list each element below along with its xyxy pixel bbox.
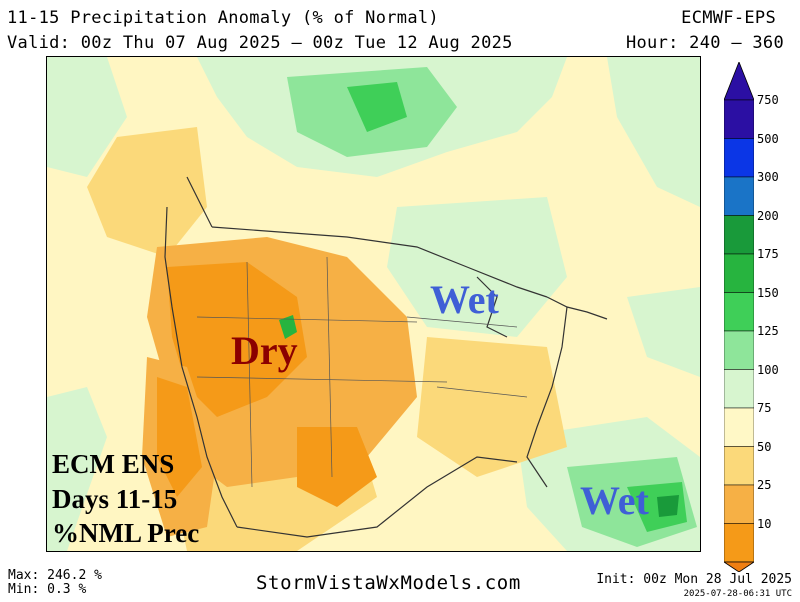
model-name: ECMWF-EPS [681, 8, 776, 28]
legend-swatch-25 [723, 484, 755, 524]
legend-bottom-arrow [722, 561, 756, 573]
legend-label-750: 750 [757, 93, 779, 107]
info-line-days: Days 11-15 [52, 484, 178, 514]
wet-annotation-east: Wet [430, 277, 499, 322]
init-time: Init: 00z Mon 28 Jul 2025 [596, 572, 792, 587]
map-title: 11-15 Precipitation Anomaly (% of Normal… [7, 8, 439, 28]
legend-label-175: 175 [757, 247, 779, 261]
legend-swatch-75 [723, 407, 755, 447]
forecast-hour-range: Hour: 240 – 360 [625, 33, 784, 53]
dry-annotation: Dry [231, 328, 298, 373]
legend-label-150: 150 [757, 285, 779, 300]
wet-annotation-caribbean: Wet [580, 478, 649, 523]
legend-label-200: 200 [757, 208, 779, 223]
legend-label-500: 500 [757, 131, 779, 146]
legend-label-300: 300 [757, 170, 779, 184]
color-scale-legend [722, 60, 756, 573]
legend-swatch-500 [723, 138, 755, 178]
info-line-units: %NML Prec [52, 518, 200, 548]
legend-label-125: 125 [757, 324, 779, 338]
generated-timestamp: 2025-07-28-06:31 UTC [683, 589, 792, 599]
legend-swatch-200 [723, 215, 755, 255]
legend-label-10: 10 [757, 516, 772, 531]
info-line-model: ECM ENS [52, 449, 175, 479]
legend-swatch-125 [723, 330, 755, 370]
legend-swatch-175 [723, 253, 755, 293]
min-value: Min: 0.3 % [8, 582, 87, 597]
max-value: Max: 246.2 % [8, 568, 102, 583]
legend-swatch-100 [723, 369, 755, 409]
legend-swatch-300 [723, 176, 755, 216]
site-credit: StormVistaWxModels.com [256, 572, 521, 594]
legend-top-arrow [723, 60, 755, 101]
legend-swatch-50 [723, 446, 755, 486]
legend-swatch-150 [723, 292, 755, 332]
legend-label-25: 25 [757, 478, 772, 492]
legend-label-100: 100 [757, 362, 779, 377]
legend-label-50: 50 [757, 439, 772, 454]
legend-label-75: 75 [757, 401, 772, 415]
valid-period: Valid: 00z Thu 07 Aug 2025 – 00z Tue 12 … [7, 33, 513, 53]
precipitation-anomaly-map [46, 56, 701, 552]
legend-swatch-750 [723, 99, 755, 139]
legend-swatch-10 [723, 523, 755, 563]
